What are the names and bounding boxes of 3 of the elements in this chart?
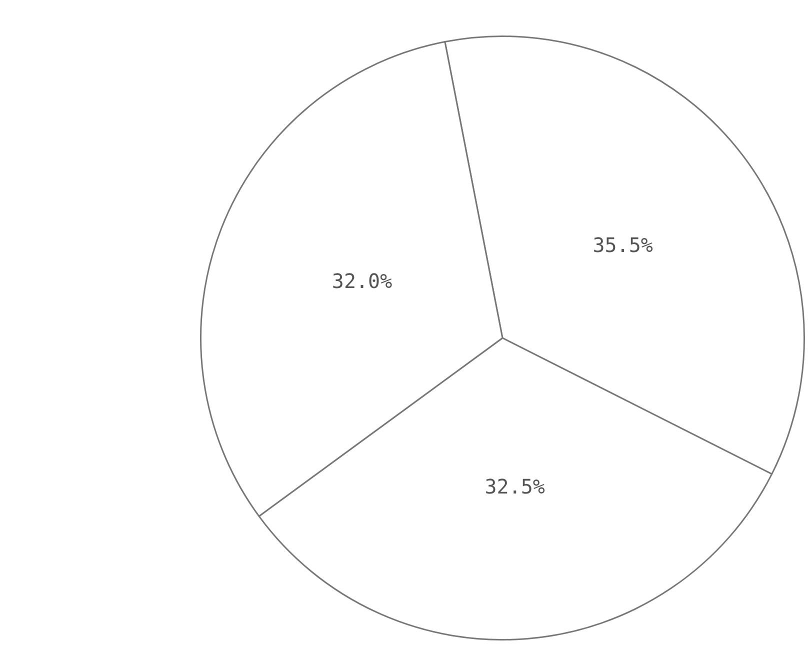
data-label: 32.5%: [484, 474, 545, 499]
data-label: 35.5%: [592, 233, 653, 258]
data-label: 32.0%: [332, 269, 392, 294]
